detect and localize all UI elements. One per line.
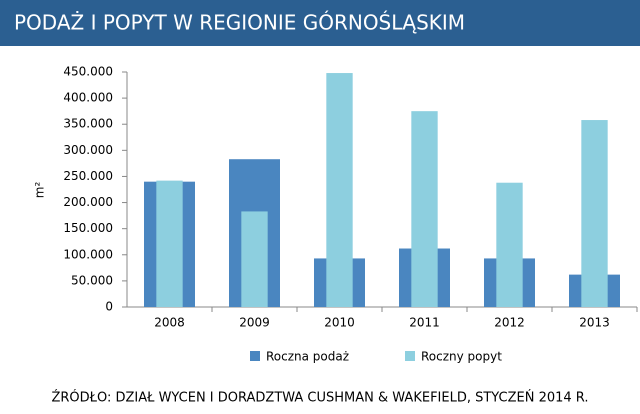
y-tick-label: 50.000 [71, 273, 113, 287]
chart-title: PODAŻ I POPYT W REGIONIE GÓRNOŚLĄSKIM [14, 11, 465, 35]
x-tick-label: 2008 [154, 316, 185, 330]
legend-swatch [405, 351, 415, 361]
bar [496, 182, 523, 307]
bar [411, 111, 438, 308]
bar [581, 120, 608, 308]
y-tick-label: 300.000 [63, 143, 113, 157]
y-tick-label: 250.000 [63, 169, 113, 183]
bar [326, 73, 353, 308]
source-note: ŹRÓDŁO: DZIAŁ WYCEN I DORADZTWA CUSHMAN … [51, 390, 588, 406]
legend-swatch [250, 351, 260, 361]
legend-label: Roczny popyt [421, 350, 502, 364]
y-axis-label: m² [33, 182, 47, 199]
y-tick-label: 150.000 [63, 221, 113, 235]
x-tick-label: 2013 [579, 316, 610, 330]
y-tick-label: 450.000 [63, 65, 113, 79]
bar [241, 211, 268, 307]
y-tick-label: 350.000 [63, 117, 113, 131]
bar [156, 180, 183, 307]
y-tick-label: 0 [105, 300, 113, 314]
y-tick-label: 200.000 [63, 195, 113, 209]
legend-label: Roczna podaż [266, 350, 349, 364]
x-tick-label: 2012 [494, 316, 525, 330]
title-bar [0, 0, 640, 46]
y-tick-label: 100.000 [63, 247, 113, 261]
y-tick-label: 400.000 [63, 91, 113, 105]
x-tick-label: 2011 [409, 316, 440, 330]
x-tick-label: 2010 [324, 316, 355, 330]
x-tick-label: 2009 [239, 316, 270, 330]
